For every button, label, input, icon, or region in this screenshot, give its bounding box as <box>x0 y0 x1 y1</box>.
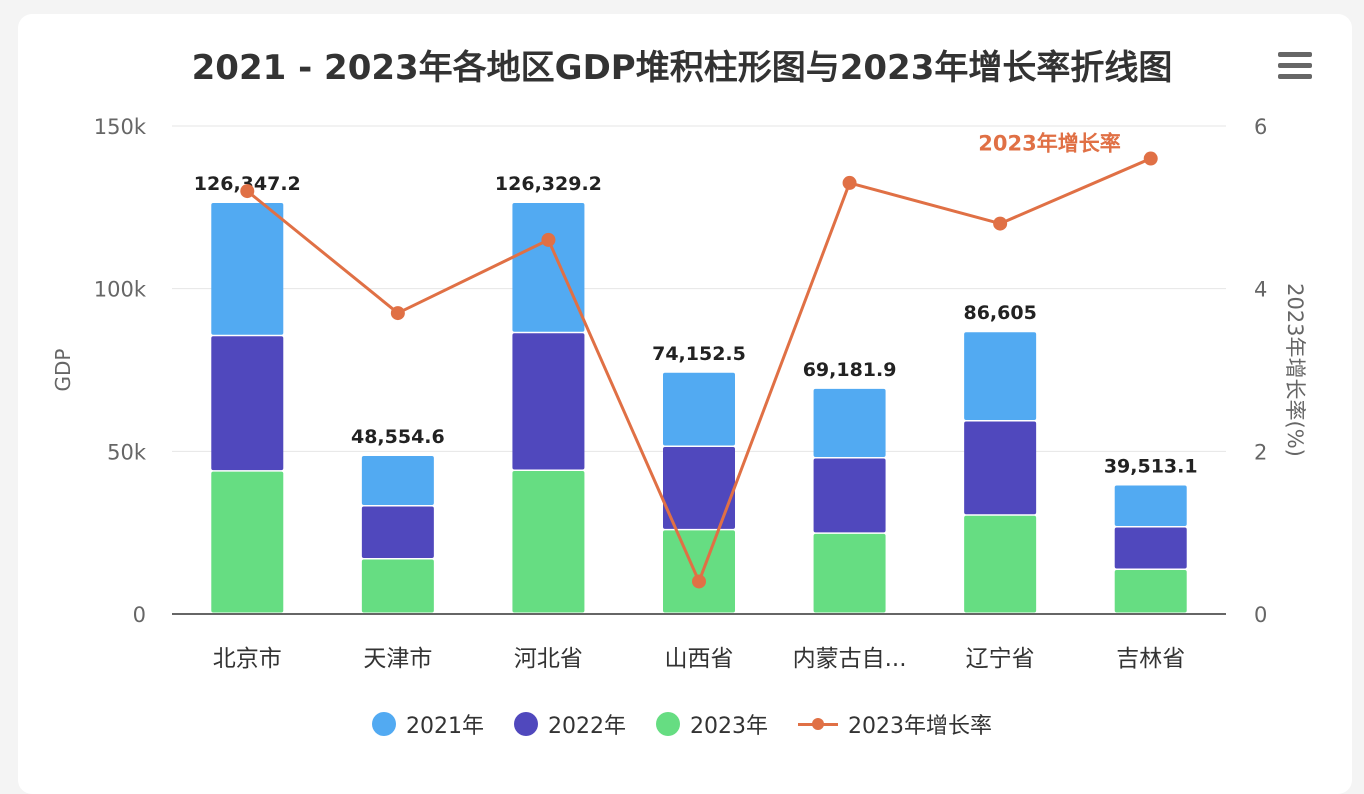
growth-rate-point <box>240 184 255 199</box>
legend-marker <box>514 712 538 736</box>
growth-rate-point <box>541 232 556 247</box>
bar-segment <box>361 506 434 559</box>
chart-legend: 2021年 2022年 2023年 2023年增长率 <box>0 708 1364 740</box>
y2-tick-label: 2 <box>1254 440 1267 464</box>
x-tick-label: 河北省 <box>514 646 583 672</box>
x-tick-label: 北京市 <box>213 646 282 672</box>
hamburger-menu-icon[interactable] <box>1278 52 1312 82</box>
bar-total-label: 126,329.2 <box>495 173 602 195</box>
x-tick-label: 辽宁省 <box>966 646 1035 672</box>
bar-segment <box>813 458 886 533</box>
bar-segment <box>813 533 886 613</box>
bar-total-label: 39,513.1 <box>1104 455 1198 477</box>
y-tick-label: 0 <box>133 603 146 627</box>
x-tick-label: 吉林省 <box>1116 646 1185 672</box>
bar-segment <box>964 421 1037 515</box>
growth-rate-point <box>1143 151 1158 166</box>
bar-segment <box>1114 485 1187 526</box>
bar-segment <box>512 203 585 332</box>
x-tick-label: 山西省 <box>665 646 734 672</box>
legend-item[interactable]: 2021年 <box>372 708 484 740</box>
y-tick-label: 50k <box>107 440 147 464</box>
bar-segment <box>211 202 284 335</box>
bar-segment <box>512 471 585 613</box>
x-tick-label: 内蒙古自... <box>793 646 907 672</box>
legend-item[interactable]: 2023年增长率 <box>798 708 992 740</box>
legend-marker <box>798 712 838 736</box>
legend-label: 2023年增长率 <box>848 714 992 739</box>
growth-rate-point <box>692 574 706 589</box>
legend-item[interactable]: 2022年 <box>514 708 626 740</box>
growth-rate-point <box>842 175 857 190</box>
bar-segment <box>1114 569 1187 613</box>
bar-segment <box>512 333 585 470</box>
bar-segment <box>964 332 1037 420</box>
bar-total-label: 86,605 <box>963 302 1036 324</box>
growth-rate-point <box>390 306 405 321</box>
legend-marker <box>372 712 396 736</box>
legend-item[interactable]: 2023年 <box>656 708 768 740</box>
y2-tick-label: 6 <box>1254 115 1267 139</box>
bar-total-label: 69,181.9 <box>803 359 897 381</box>
bar-segment <box>663 530 735 613</box>
bar-total-label: 74,152.5 <box>652 343 746 365</box>
bar-segment <box>663 446 735 529</box>
y2-axis-title: 2023年增长率(%) <box>1283 283 1307 457</box>
y2-tick-label: 4 <box>1254 278 1267 302</box>
x-tick-label: 天津市 <box>363 646 432 672</box>
legend-marker <box>656 712 680 736</box>
legend-label: 2023年 <box>690 714 768 739</box>
y2-tick-label: 0 <box>1254 603 1267 627</box>
line-series-label: 2023年增长率 <box>978 132 1120 156</box>
bar-segment <box>964 515 1037 613</box>
bar-segment <box>211 336 284 471</box>
bar-segment <box>663 372 735 446</box>
growth-rate-point <box>993 216 1008 231</box>
bar-segment <box>1114 527 1187 569</box>
bar-segment <box>361 456 434 505</box>
bar-total-label: 126,347.2 <box>194 173 301 195</box>
bar-segment <box>813 388 886 458</box>
legend-label: 2022年 <box>548 714 626 739</box>
legend-label: 2021年 <box>406 714 484 739</box>
bar-total-label: 48,554.6 <box>351 426 445 448</box>
y-axis-title: GDP <box>51 349 75 392</box>
bar-segment <box>361 559 434 613</box>
y-tick-label: 150k <box>94 115 147 139</box>
y-tick-label: 100k <box>94 278 147 302</box>
bar-segment <box>211 471 284 613</box>
chart-title: 2021 - 2023年各地区GDP堆积柱形图与2023年增长率折线图 <box>191 48 1173 88</box>
